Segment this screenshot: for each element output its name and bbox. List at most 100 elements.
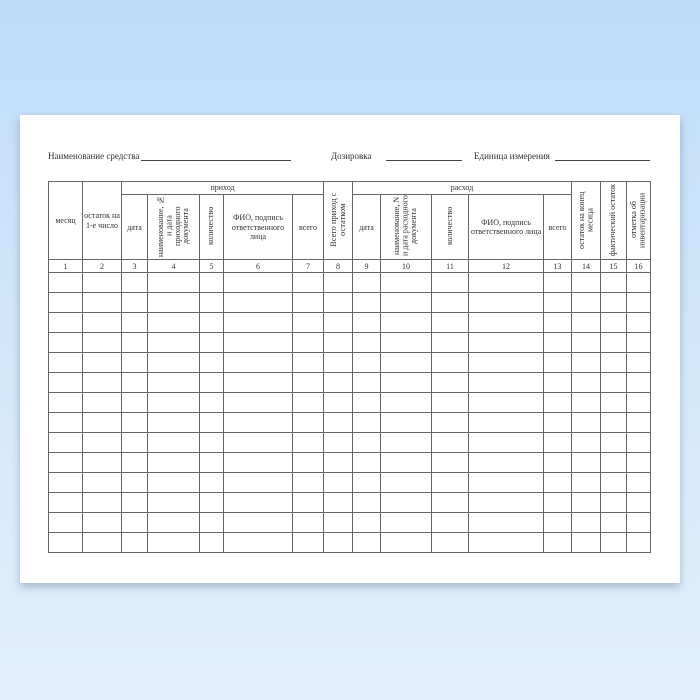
table-cell[interactable] xyxy=(543,532,572,554)
table-cell[interactable] xyxy=(543,312,572,334)
table-cell[interactable] xyxy=(431,472,469,494)
table-cell[interactable] xyxy=(468,492,544,514)
table-cell[interactable] xyxy=(223,452,293,474)
table-cell[interactable] xyxy=(543,412,572,434)
table-cell[interactable] xyxy=(147,432,200,454)
table-cell[interactable] xyxy=(48,432,83,454)
table-cell[interactable] xyxy=(199,392,224,414)
table-cell[interactable] xyxy=(626,272,651,294)
table-cell[interactable] xyxy=(626,352,651,374)
table-cell[interactable] xyxy=(600,352,627,374)
table-cell[interactable] xyxy=(543,352,572,374)
table-cell[interactable] xyxy=(323,352,353,374)
table-cell[interactable] xyxy=(600,312,627,334)
table-cell[interactable] xyxy=(626,412,651,434)
table-cell[interactable] xyxy=(543,472,572,494)
table-cell[interactable] xyxy=(380,392,432,414)
table-cell[interactable] xyxy=(121,272,148,294)
table-cell[interactable] xyxy=(468,312,544,334)
table-cell[interactable] xyxy=(468,372,544,394)
table-cell[interactable] xyxy=(223,432,293,454)
table-cell[interactable] xyxy=(571,472,601,494)
table-cell[interactable] xyxy=(147,272,200,294)
table-cell[interactable] xyxy=(380,292,432,314)
table-cell[interactable] xyxy=(82,512,122,534)
table-cell[interactable] xyxy=(48,272,83,294)
table-cell[interactable] xyxy=(323,272,353,294)
table-cell[interactable] xyxy=(323,452,353,474)
table-cell[interactable] xyxy=(147,512,200,534)
table-cell[interactable] xyxy=(121,392,148,414)
table-cell[interactable] xyxy=(82,392,122,414)
table-cell[interactable] xyxy=(571,312,601,334)
table-cell[interactable] xyxy=(571,412,601,434)
table-cell[interactable] xyxy=(380,372,432,394)
table-cell[interactable] xyxy=(223,512,293,534)
table-cell[interactable] xyxy=(292,392,324,414)
table-cell[interactable] xyxy=(571,512,601,534)
table-cell[interactable] xyxy=(380,272,432,294)
table-cell[interactable] xyxy=(431,332,469,354)
table-cell[interactable] xyxy=(199,532,224,554)
table-cell[interactable] xyxy=(223,412,293,434)
table-cell[interactable] xyxy=(352,412,381,434)
table-cell[interactable] xyxy=(147,412,200,434)
table-cell[interactable] xyxy=(323,372,353,394)
dosage-line[interactable] xyxy=(385,151,462,161)
table-cell[interactable] xyxy=(543,292,572,314)
table-cell[interactable] xyxy=(352,372,381,394)
table-cell[interactable] xyxy=(600,492,627,514)
table-cell[interactable] xyxy=(380,312,432,334)
table-cell[interactable] xyxy=(121,352,148,374)
table-cell[interactable] xyxy=(199,292,224,314)
table-cell[interactable] xyxy=(468,432,544,454)
table-cell[interactable] xyxy=(543,332,572,354)
table-cell[interactable] xyxy=(468,412,544,434)
table-cell[interactable] xyxy=(199,272,224,294)
table-cell[interactable] xyxy=(147,492,200,514)
table-cell[interactable] xyxy=(468,452,544,474)
table-cell[interactable] xyxy=(199,372,224,394)
table-cell[interactable] xyxy=(199,412,224,434)
table-cell[interactable] xyxy=(571,452,601,474)
table-cell[interactable] xyxy=(380,492,432,514)
table-cell[interactable] xyxy=(323,492,353,514)
table-cell[interactable] xyxy=(48,352,83,374)
table-cell[interactable] xyxy=(48,472,83,494)
table-cell[interactable] xyxy=(352,292,381,314)
table-cell[interactable] xyxy=(352,532,381,554)
table-cell[interactable] xyxy=(223,392,293,414)
table-cell[interactable] xyxy=(292,272,324,294)
table-cell[interactable] xyxy=(352,512,381,534)
table-cell[interactable] xyxy=(199,492,224,514)
table-cell[interactable] xyxy=(121,492,148,514)
table-cell[interactable] xyxy=(600,452,627,474)
table-cell[interactable] xyxy=(626,492,651,514)
table-cell[interactable] xyxy=(468,332,544,354)
table-cell[interactable] xyxy=(82,332,122,354)
table-cell[interactable] xyxy=(571,332,601,354)
table-cell[interactable] xyxy=(543,512,572,534)
table-cell[interactable] xyxy=(543,452,572,474)
table-cell[interactable] xyxy=(48,372,83,394)
table-cell[interactable] xyxy=(323,312,353,334)
table-cell[interactable] xyxy=(48,492,83,514)
table-cell[interactable] xyxy=(600,432,627,454)
table-cell[interactable] xyxy=(626,312,651,334)
table-cell[interactable] xyxy=(292,452,324,474)
table-cell[interactable] xyxy=(431,312,469,334)
table-cell[interactable] xyxy=(223,472,293,494)
table-cell[interactable] xyxy=(571,392,601,414)
table-cell[interactable] xyxy=(223,312,293,334)
table-cell[interactable] xyxy=(380,452,432,474)
table-cell[interactable] xyxy=(82,412,122,434)
table-cell[interactable] xyxy=(147,392,200,414)
table-cell[interactable] xyxy=(352,452,381,474)
table-cell[interactable] xyxy=(82,312,122,334)
table-cell[interactable] xyxy=(323,292,353,314)
table-cell[interactable] xyxy=(292,312,324,334)
table-cell[interactable] xyxy=(380,412,432,434)
table-cell[interactable] xyxy=(468,392,544,414)
table-cell[interactable] xyxy=(431,392,469,414)
dosage-field[interactable]: Дозировка xyxy=(331,151,462,161)
